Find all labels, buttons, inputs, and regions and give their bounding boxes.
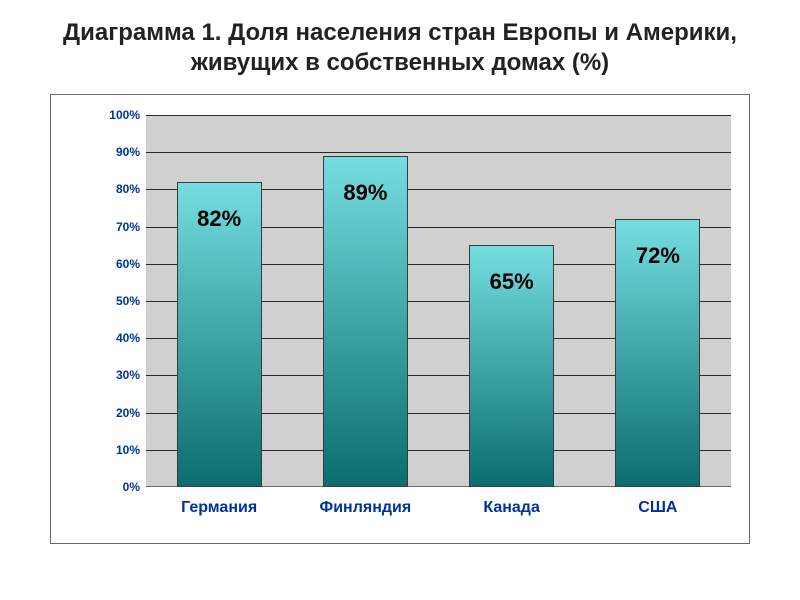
y-tick-label: 20% bbox=[57, 406, 140, 420]
x-tick-label: США bbox=[638, 499, 677, 517]
gridline bbox=[146, 115, 731, 116]
y-tick-label: 100% bbox=[57, 108, 140, 122]
y-tick-label: 50% bbox=[57, 294, 140, 308]
x-tick-label: Канада bbox=[483, 499, 539, 517]
chart-frame: 82% 89% 65% 72% 0% 10% 20% 30% 40% 50% 60% 70% 80% 9… bbox=[50, 94, 750, 544]
y-tick-label: 90% bbox=[57, 145, 140, 159]
y-tick-label: 0% bbox=[57, 480, 140, 494]
y-tick-label: 10% bbox=[57, 443, 140, 457]
y-tick-label: 80% bbox=[57, 182, 140, 196]
bar-value-label: 89% bbox=[343, 180, 387, 206]
x-tick-label: Финляндия bbox=[320, 499, 412, 517]
bar-value-label: 82% bbox=[197, 206, 241, 232]
y-tick-label: 60% bbox=[57, 257, 140, 271]
bar-value-label: 65% bbox=[490, 269, 534, 295]
x-tick-label: Германия bbox=[181, 499, 257, 517]
chart-title: Диаграмма 1. Доля населения стран Европы… bbox=[0, 0, 800, 86]
y-tick-label: 30% bbox=[57, 368, 140, 382]
bar-value-label: 72% bbox=[636, 243, 680, 269]
y-tick-label: 40% bbox=[57, 331, 140, 345]
plot-area: 82% 89% 65% 72% bbox=[146, 115, 731, 487]
y-tick-label: 70% bbox=[57, 220, 140, 234]
gridline bbox=[146, 152, 731, 153]
